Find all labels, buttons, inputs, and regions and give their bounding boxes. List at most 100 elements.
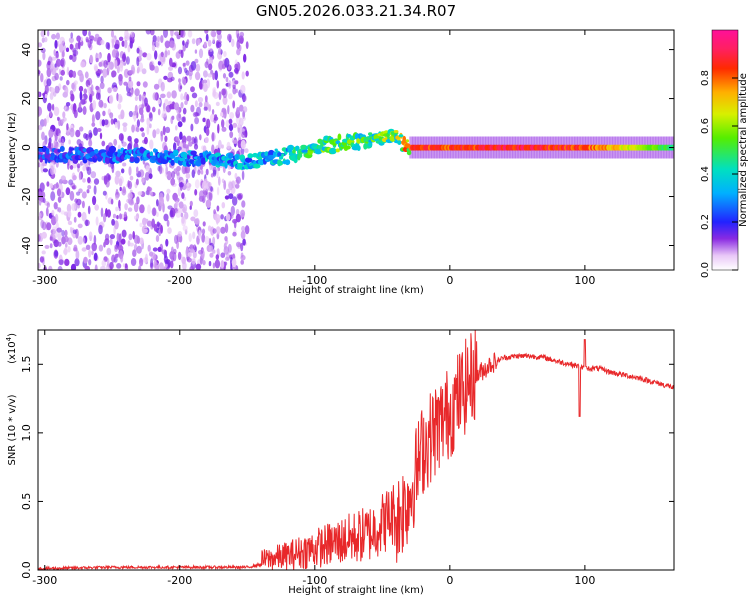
noise-speckle (189, 200, 193, 207)
noise-speckle (217, 123, 220, 134)
noise-speckle (201, 228, 206, 235)
noise-speckle (226, 252, 230, 261)
noise-speckle (239, 37, 244, 45)
noise-speckle (216, 80, 220, 89)
spectrogram-xlabel: Height of straight line (km) (288, 285, 424, 296)
ridge-mark (235, 154, 239, 160)
noise-speckle (169, 209, 174, 218)
noise-speckle (100, 75, 104, 84)
noise-speckle (167, 227, 172, 235)
noise-speckle (150, 258, 154, 268)
noise-speckle (218, 139, 222, 150)
snr-x-tick-label: -300 (32, 574, 57, 587)
noise-speckle (76, 198, 82, 206)
noise-speckle (204, 30, 209, 34)
ridge-mark (133, 157, 140, 164)
snr-multiplier: (x104) (5, 333, 18, 364)
noise-speckle (103, 213, 107, 223)
noise-speckle (95, 57, 99, 63)
noise-speckle (150, 190, 153, 197)
noise-speckle (95, 92, 100, 100)
noise-speckle (208, 261, 212, 267)
noise-speckle (73, 80, 78, 85)
noise-speckle (181, 192, 185, 200)
noise-speckle (182, 78, 187, 86)
noise-speckle (98, 69, 103, 74)
noise-speckle (109, 261, 114, 270)
ridge-mark (344, 145, 351, 150)
colorbar-frame (711, 29, 739, 271)
ridge-mark (128, 149, 133, 154)
spectrogram-x-tick-label: -200 (167, 274, 192, 287)
noise-speckle (101, 259, 107, 267)
noise-speckle (164, 263, 168, 268)
noise-speckle (106, 258, 110, 268)
noise-speckle (59, 36, 65, 45)
noise-speckle (94, 65, 99, 72)
noise-speckle (218, 176, 221, 186)
noise-speckle (240, 259, 244, 265)
noise-speckle (40, 219, 45, 229)
noise-speckle (179, 131, 183, 140)
noise-speckle (44, 36, 48, 43)
noise-speckle (216, 248, 220, 254)
noise-speckle (38, 262, 41, 269)
noise-speckle (211, 144, 215, 154)
noise-speckle (80, 61, 86, 68)
noise-speckle (85, 219, 89, 227)
noise-speckle (166, 193, 170, 202)
noise-speckle (123, 211, 127, 218)
noise-speckle (77, 236, 84, 245)
noise-speckle (206, 118, 211, 129)
noise-speckle (240, 84, 246, 94)
noise-speckle (98, 224, 103, 235)
noise-speckle (52, 226, 57, 232)
noise-speckle (208, 245, 214, 253)
noise-speckle (136, 196, 140, 205)
snr-x-tick-label: 100 (574, 574, 595, 587)
noise-speckle (120, 238, 126, 245)
noise-speckle (212, 249, 216, 254)
noise-speckle (72, 229, 77, 235)
noise-speckle (122, 162, 127, 167)
ridge-mark (94, 149, 99, 154)
snr-x-tick-label: -200 (167, 574, 192, 587)
colorbar-tick-label: 0.0 (700, 262, 711, 278)
noise-speckle (93, 185, 97, 195)
noise-speckle (198, 250, 204, 255)
noise-speckle (69, 54, 73, 60)
noise-speckle (136, 81, 141, 87)
svg-text:(x104): (x104) (5, 333, 18, 364)
noise-speckle (82, 165, 86, 172)
noise-speckle (137, 191, 143, 196)
noise-speckle (87, 39, 92, 49)
noise-speckle (46, 202, 50, 208)
noise-speckle (146, 105, 151, 113)
noise-speckle (148, 173, 153, 180)
noise-speckle (93, 127, 98, 136)
noise-speckle (49, 236, 53, 241)
noise-speckle (67, 246, 71, 253)
noise-speckle (54, 213, 59, 223)
noise-speckle (220, 226, 226, 234)
noise-speckle (124, 263, 128, 269)
noise-speckle (54, 85, 60, 94)
noise-speckle (51, 33, 57, 40)
ridge-mark (170, 159, 175, 166)
noise-speckle (191, 136, 195, 145)
noise-speckle (122, 186, 126, 194)
noise-speckle (99, 82, 105, 90)
noise-speckle (119, 213, 122, 220)
noise-speckle (147, 204, 151, 215)
noise-speckle (85, 244, 91, 250)
noise-speckle (111, 49, 117, 58)
noise-speckle (39, 256, 45, 263)
noise-speckle (178, 78, 181, 83)
noise-speckle (208, 191, 213, 202)
noise-speckle (154, 65, 159, 74)
noise-speckle (134, 88, 140, 97)
noise-speckle (55, 52, 59, 59)
noise-speckle (125, 56, 130, 65)
noise-speckle (157, 108, 161, 116)
